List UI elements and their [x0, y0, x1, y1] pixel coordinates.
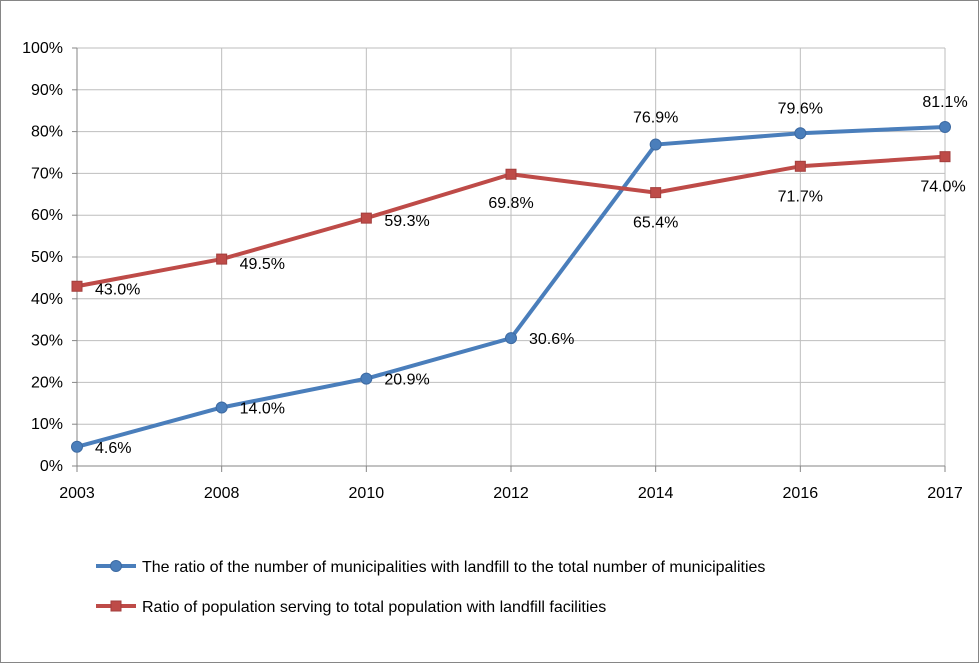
legend-label: The ratio of the number of municipalitie…: [142, 559, 765, 576]
data-label: 43.0%: [95, 281, 140, 298]
legend-label: Ratio of population serving to total pop…: [142, 599, 606, 616]
data-point: [360, 372, 373, 385]
x-tick-label: 2017: [927, 485, 963, 502]
y-tick-label: 100%: [22, 40, 63, 57]
data-point: [649, 138, 662, 151]
data-point: [215, 401, 228, 414]
data-label: 69.8%: [488, 195, 533, 212]
data-point: [794, 160, 806, 172]
y-tick-label: 0%: [40, 458, 63, 475]
data-label: 14.0%: [240, 400, 285, 417]
data-label: 81.1%: [922, 94, 967, 111]
x-tick-label: 2014: [638, 485, 674, 502]
data-point: [939, 151, 951, 163]
x-tick-label: 2016: [783, 485, 819, 502]
y-tick-label: 50%: [31, 249, 63, 266]
y-tick-label: 10%: [31, 416, 63, 433]
x-tick-label: 2010: [349, 485, 385, 502]
data-label: 71.7%: [778, 188, 823, 205]
y-tick-label: 80%: [31, 124, 63, 141]
data-label: 76.9%: [633, 110, 678, 127]
data-point: [360, 212, 372, 224]
data-point: [939, 121, 951, 134]
y-tick-label: 40%: [31, 291, 63, 308]
y-tick-label: 20%: [31, 374, 63, 391]
data-label: 49.5%: [240, 256, 285, 273]
data-label: 30.6%: [529, 331, 574, 348]
data-point: [71, 440, 83, 453]
data-point: [71, 280, 83, 292]
data-label: 59.3%: [384, 213, 429, 230]
y-tick-label: 90%: [31, 82, 63, 99]
data-point: [216, 253, 228, 265]
x-tick-label: 2012: [493, 485, 529, 502]
data-label: 65.4%: [633, 215, 678, 232]
data-point: [794, 127, 807, 140]
data-label: 74.0%: [920, 179, 965, 196]
data-point: [650, 187, 662, 199]
data-point: [505, 332, 517, 345]
data-label: 20.9%: [384, 372, 429, 389]
data-point: [505, 168, 517, 180]
y-tick-label: 70%: [31, 165, 63, 182]
data-label: 79.6%: [778, 100, 823, 117]
legend-marker: [110, 560, 122, 572]
y-tick-label: 30%: [31, 333, 63, 350]
legend-marker: [110, 600, 122, 612]
y-tick-label: 60%: [31, 207, 63, 224]
x-tick-label: 2003: [59, 485, 95, 502]
data-label: 4.6%: [95, 440, 131, 457]
x-tick-label: 2008: [204, 485, 240, 502]
